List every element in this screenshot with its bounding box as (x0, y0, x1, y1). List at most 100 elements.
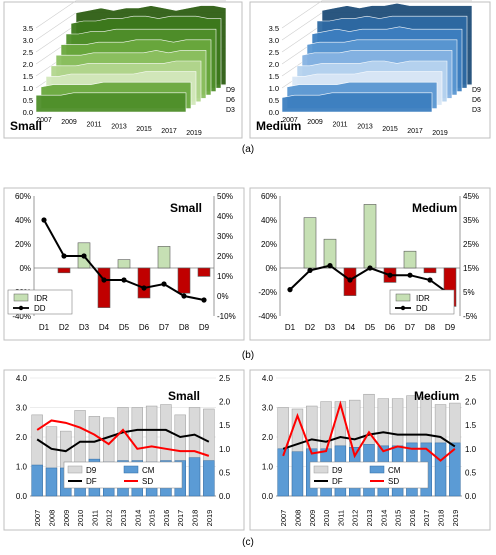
chart-title: Small (170, 201, 202, 215)
gridline-depth (35, 24, 77, 53)
right-tick-label: 40% (217, 212, 233, 221)
x-tick-label: 2016 (162, 510, 171, 527)
point-dd (367, 265, 373, 271)
right-tick-label: 10% (217, 272, 233, 281)
left-tick-label: -40% (258, 312, 277, 321)
area-ribbon (281, 92, 433, 113)
right-tick-label: 50% (217, 192, 233, 201)
right-tick-label: 1.0 (219, 445, 231, 454)
bar-cm (291, 451, 304, 497)
x-tick-label: 2007 (33, 510, 42, 527)
right-tick-label: 0.5 (219, 468, 231, 477)
y-tick-label: 3.0 (269, 36, 279, 45)
x-tick-label: 2017 (176, 510, 185, 527)
bar-idr (403, 250, 417, 269)
x-tick-label: 2009 (62, 510, 71, 527)
x-tick-label: 2013 (357, 124, 373, 131)
x-tick-label: D3 (79, 323, 90, 332)
gridline-depth (35, 12, 77, 41)
left-tick-label: 4.0 (16, 374, 28, 383)
x-tick-label: D1 (39, 323, 50, 332)
x-tick-label: D5 (119, 323, 130, 332)
x-tick-label: 2015 (394, 510, 403, 527)
x-tick-label: 2010 (322, 510, 331, 527)
left-tick-label: 60% (261, 192, 277, 201)
x-tick-label: 2015 (382, 126, 398, 133)
point-dd (181, 293, 187, 299)
y-tick-label: 0.0 (269, 108, 279, 117)
bar-cm (434, 442, 447, 497)
left-tick-label: 1.0 (262, 463, 274, 472)
bar-idr (137, 267, 151, 299)
legend-swatch-idr (395, 293, 411, 302)
y-tick-label: 3.5 (23, 24, 33, 33)
chart-title: Medium (414, 389, 459, 403)
panel-a-medium-3d-area-chart: 0.0 0.5 1.0 1.5 2.0 2.5 3.0 3.5 2007 2009 2011 2013… (249, 0, 491, 139)
x-tick-label: 2019 (205, 510, 214, 527)
right-tick-label: 1.0 (465, 445, 477, 454)
left-tick-label: 2.0 (262, 433, 274, 442)
x-tick-label: D7 (405, 323, 416, 332)
left-tick-label: 20% (15, 240, 31, 249)
legend-swatch-d9 (67, 465, 83, 474)
x-tick-label: 2018 (437, 510, 446, 527)
bar-idr (423, 267, 437, 274)
bar-cm (45, 467, 58, 497)
bar-idr (363, 204, 377, 269)
point-dd (121, 277, 127, 283)
left-tick-label: 20% (261, 240, 277, 249)
x-tick-label: 2009 (61, 119, 77, 126)
depth-tick-label: D3 (472, 107, 481, 114)
x-tick-label: D2 (59, 323, 70, 332)
legend-label-cm: CM (142, 466, 155, 475)
x-tick-label: 2019 (186, 130, 202, 137)
left-tick-label: -40% (12, 312, 31, 321)
right-tick-label: 45% (463, 192, 479, 201)
line-sd (36, 419, 210, 457)
line-df (36, 428, 210, 453)
x-tick-label: 2014 (379, 510, 388, 527)
legend-label-idr: IDR (34, 294, 48, 303)
legend-label-df: DF (332, 477, 343, 486)
y-tick-label: 1.0 (269, 84, 279, 93)
y-tick-label: 2.0 (23, 60, 33, 69)
line-df (282, 431, 456, 450)
depth-tick-label: D6 (226, 97, 235, 104)
depth-tick-label: D6 (472, 97, 481, 104)
y-tick-label: 2.0 (269, 60, 279, 69)
legend-swatch-idr (13, 293, 29, 302)
depth-tick-label: D9 (472, 87, 481, 94)
x-tick-label: 2019 (451, 510, 460, 527)
gridline-depth (281, 0, 323, 29)
chart-title: Medium (256, 119, 301, 133)
left-tick-label: 4.0 (262, 374, 274, 383)
right-tick-label: 2.0 (219, 398, 231, 407)
right-tick-label: 20% (217, 252, 233, 261)
chart-title: Small (168, 389, 200, 403)
left-tick-label: -20% (258, 288, 277, 297)
x-tick-label: 2019 (432, 130, 448, 137)
point-dd (61, 253, 67, 259)
panel-c-small-bar-line-chart: 0.0 1.0 2.0 3.0 4.0 0.0 0.5 1.0 1.5 2.0 2.5 2007 200… (3, 369, 245, 531)
x-tick-label: 2013 (119, 510, 128, 527)
y-tick-label: 2.5 (23, 48, 33, 57)
right-tick-label: 1.5 (465, 421, 477, 430)
y-tick-label: 2.5 (269, 48, 279, 57)
bar-idr (117, 259, 131, 269)
depth-tick-label: D9 (226, 87, 235, 94)
right-tick-label: 35% (463, 216, 479, 225)
legend-label-dd: DD (34, 304, 46, 313)
x-tick-label: 2008 (293, 510, 302, 527)
depth-tick-label: D3 (226, 107, 235, 114)
point-dd (387, 272, 393, 278)
x-tick-label: 2018 (191, 510, 200, 527)
left-tick-label: 40% (261, 216, 277, 225)
gridline-depth (281, 24, 323, 53)
area-ribbon (35, 92, 187, 113)
x-tick-label: 2009 (307, 119, 323, 126)
x-tick-label: D6 (139, 323, 150, 332)
x-tick-label: 2010 (76, 510, 85, 527)
x-tick-label: D8 (179, 323, 190, 332)
x-tick-label: 2007 (279, 510, 288, 527)
legend-label-cm: CM (388, 466, 401, 475)
